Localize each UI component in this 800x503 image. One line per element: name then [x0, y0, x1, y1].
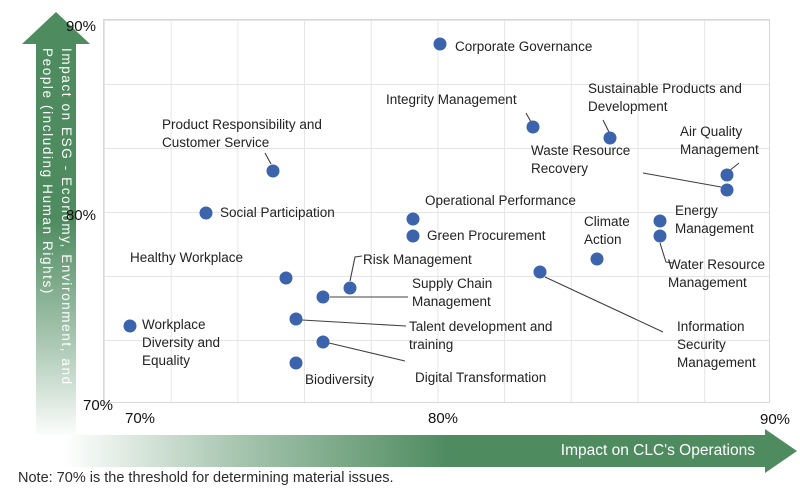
- y-axis-title-line2: People (including Human Rights): [40, 48, 55, 295]
- point-label-air-quality-management: Air Quality Management: [680, 124, 759, 157]
- x-axis-arrow-body: Impact on CLC's Operations: [64, 435, 765, 467]
- y-axis-title-line1: Impact on ESG - Economy, Environment, an…: [59, 48, 74, 386]
- point-label-operational-performance: Operational Performance: [425, 193, 576, 208]
- plot-area: [103, 19, 770, 403]
- axis-tick-label: 70%: [125, 410, 156, 427]
- data-point-air-quality-management: [720, 168, 734, 182]
- y-axis-arrow-body: [36, 43, 76, 435]
- x-axis-arrow-right-icon: [765, 429, 797, 473]
- axis-tick-label: 80%: [65, 207, 96, 224]
- point-label-integrity-management: Integrity Management: [386, 92, 517, 107]
- point-label-workplace-diversity-and-equality: Workplace Diversity and Equality: [142, 317, 221, 368]
- axis-tick-label: 90%: [65, 18, 96, 35]
- y-axis-title: Impact on ESG - Economy, Environment, an…: [36, 48, 76, 432]
- data-point-information-security-management: [533, 265, 547, 279]
- data-point-biodiversity: [289, 356, 303, 370]
- point-label-green-procurement: Green Procurement: [427, 228, 546, 243]
- data-point-waste-resource-recovery: [720, 183, 734, 197]
- data-point-workplace-diversity-and-equality: [123, 319, 137, 333]
- data-point-healthy-workplace: [279, 271, 293, 285]
- data-point-risk-management: [343, 281, 357, 295]
- data-point-social-participation: [199, 206, 213, 220]
- data-point-sustainable-products-and-development: [603, 131, 617, 145]
- point-label-digital-transformation: Digital Transformation: [415, 370, 547, 385]
- data-point-supply-chain-management: [316, 290, 330, 304]
- threshold-note: Note: 70% is the threshold for determini…: [18, 470, 394, 486]
- point-label-waste-resource-recovery: Waste Resource Recovery: [531, 143, 631, 176]
- point-label-healthy-workplace: Healthy Workplace: [130, 250, 244, 265]
- point-label-information-security-management: Information Security Management: [677, 319, 756, 370]
- axis-tick-label: 80%: [428, 410, 459, 427]
- point-label-corporate-governance: Corporate Governance: [455, 39, 593, 54]
- data-point-water-resource-management: [653, 229, 667, 243]
- point-label-water-resource-management: Water Resource Management: [668, 257, 766, 290]
- data-point-integrity-management: [526, 120, 540, 134]
- axis-tick-label: 90%: [760, 411, 791, 428]
- data-point-climate-action: [590, 252, 604, 266]
- point-label-climate-action: Climate Action: [584, 214, 630, 247]
- point-label-social-participation: Social Participation: [220, 205, 335, 220]
- point-label-sustainable-products-and-development: Sustainable Products and Development: [588, 81, 742, 114]
- data-point-energy-management: [653, 214, 667, 228]
- axis-tick-label: 70%: [83, 397, 114, 414]
- point-label-talent-development-and-training: Talent development and training: [409, 319, 553, 352]
- point-label-biodiversity: Biodiversity: [305, 372, 375, 387]
- x-axis-title: Impact on CLC's Operations: [560, 442, 755, 459]
- data-point-green-procurement: [406, 229, 420, 243]
- point-label-product-responsibility-and-customer-service: Product Responsibility and Customer Servi…: [162, 117, 322, 150]
- point-label-energy-management: Energy Management: [675, 203, 754, 236]
- data-point-talent-development-and-training: [289, 312, 303, 326]
- point-label-risk-management: Risk Management: [363, 252, 472, 267]
- data-point-digital-transformation: [316, 335, 330, 349]
- data-point-operational-performance: [406, 212, 420, 226]
- point-label-supply-chain-management: Supply Chain Management: [412, 276, 493, 309]
- data-point-corporate-governance: [433, 37, 447, 51]
- data-point-product-responsibility-and-customer-service: [266, 164, 280, 178]
